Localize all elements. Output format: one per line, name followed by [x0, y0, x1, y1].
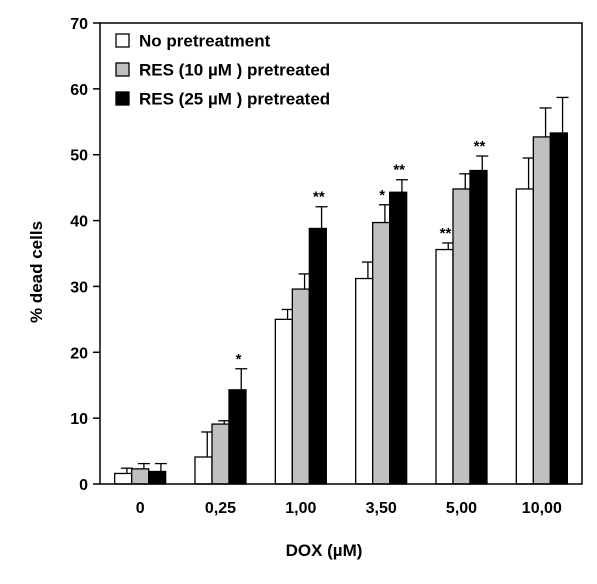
x-tick-label: 1,00 — [285, 500, 316, 517]
legend-label: No pretreatment — [139, 32, 271, 51]
bar — [194, 456, 213, 485]
bar — [228, 389, 247, 485]
bar — [452, 188, 471, 485]
significance-marker: ** — [474, 138, 486, 155]
y-tick-label: 50 — [70, 148, 88, 165]
y-tick-label: 20 — [70, 345, 88, 362]
bar — [114, 472, 133, 485]
significance-marker: ** — [440, 225, 452, 242]
bar — [308, 227, 327, 485]
x-tick-label: 3,50 — [366, 500, 397, 517]
y-tick-label: 10 — [70, 411, 88, 428]
bar — [549, 132, 568, 485]
x-tick-label: 5,00 — [446, 500, 477, 517]
bar — [274, 318, 293, 485]
x-tick-label: 10,00 — [522, 500, 562, 517]
legend-swatch — [115, 91, 130, 106]
y-axis-title: % dead cells — [27, 221, 46, 323]
x-tick-label: 0 — [136, 500, 145, 517]
x-tick-label: 0,25 — [205, 500, 236, 517]
legend-label: RES (25 µM ) pretreated — [139, 90, 330, 109]
bar — [435, 248, 454, 485]
legend: No pretreatment RES (10 µM ) pretreated RE… — [115, 32, 330, 109]
plot-area: *** ******* — [114, 96, 569, 485]
y-tick-label: 30 — [70, 279, 88, 296]
y-tick-label: 70 — [70, 16, 88, 33]
bar — [532, 136, 551, 485]
significance-marker: ** — [313, 189, 325, 206]
bar — [372, 221, 391, 485]
bar — [131, 468, 150, 485]
bar — [469, 169, 488, 485]
y-tick-label: 0 — [79, 477, 88, 494]
bar — [291, 288, 310, 485]
legend-label: RES (10 µM ) pretreated — [139, 61, 330, 80]
y-tick-label: 60 — [70, 82, 88, 99]
bar — [515, 188, 534, 485]
axes: 0 10 20 30 40 50 60 70 0 0,25 1,00 3,50 5,00 10,00 — [70, 16, 583, 517]
plot-frame — [99, 22, 583, 485]
x-axis-title: DOX (µM) — [286, 541, 363, 560]
significance-marker: * — [379, 187, 385, 204]
significance-marker: * — [236, 351, 242, 368]
bar — [389, 191, 408, 485]
bar — [148, 470, 167, 485]
legend-swatch — [115, 33, 130, 48]
y-tick-label: 40 — [70, 214, 88, 231]
bar — [355, 277, 374, 485]
significance-marker: ** — [393, 162, 405, 179]
legend-swatch — [115, 62, 130, 77]
bar — [211, 423, 230, 485]
